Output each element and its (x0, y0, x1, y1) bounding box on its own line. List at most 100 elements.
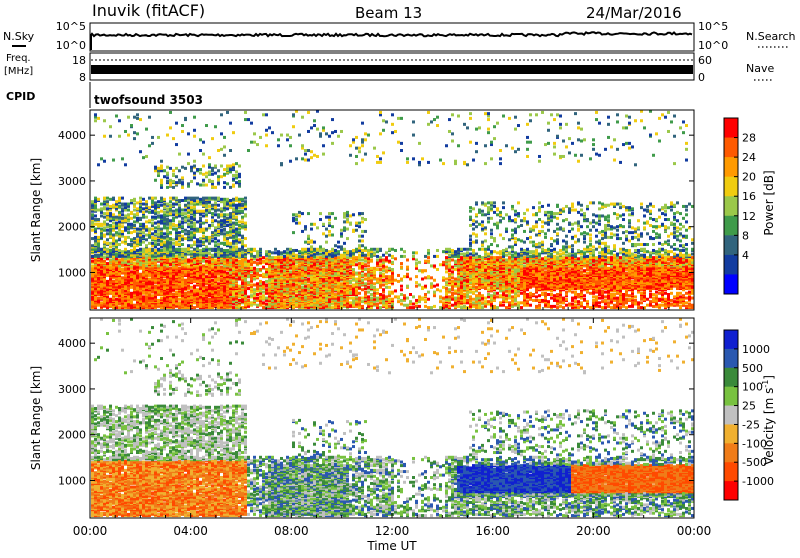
power-cell (211, 204, 214, 207)
power-cell (235, 197, 238, 200)
power-cell (352, 268, 355, 271)
power-cell (106, 223, 109, 226)
power-cell (97, 198, 100, 201)
power-cell (214, 241, 217, 244)
power-cell (289, 160, 292, 163)
power-cell (187, 214, 190, 217)
power-cell (364, 282, 367, 285)
power-cell (259, 248, 262, 251)
power-cell (94, 236, 97, 239)
power-cell (361, 159, 364, 162)
freq-band (91, 65, 693, 74)
power-cell (187, 244, 190, 247)
power-cell (349, 222, 352, 225)
power-cell (259, 295, 262, 298)
power-cell (232, 235, 235, 238)
power-cell (169, 204, 172, 207)
power-cell (169, 179, 172, 182)
power-cell (193, 172, 196, 175)
power-cell (100, 228, 103, 231)
power-cell (136, 238, 139, 241)
power-cell (250, 294, 253, 297)
power-cell (133, 262, 136, 265)
power-cell (211, 248, 214, 251)
power-cell (196, 210, 199, 213)
power-cell (265, 113, 268, 116)
power-cell (358, 150, 361, 153)
power-cell (97, 236, 100, 239)
power-cell (331, 248, 334, 251)
power-cell (184, 248, 187, 251)
power-cell (202, 141, 205, 144)
power-cell (223, 198, 226, 201)
power-cell (196, 197, 199, 200)
power-cell (328, 212, 331, 215)
power-cell (202, 184, 205, 187)
power-cell (172, 228, 175, 231)
power-cell (175, 122, 178, 125)
power-cell (175, 241, 178, 244)
power-cell (211, 254, 214, 257)
power-cell (145, 238, 148, 241)
date-title: 24/Mar/2016 (586, 4, 682, 22)
power-cell (205, 124, 208, 127)
power-cell (340, 130, 343, 133)
power-cell (304, 149, 307, 152)
power-cell (133, 245, 136, 248)
power-cell (202, 264, 205, 267)
power-cell (187, 182, 190, 185)
power-cell (262, 260, 265, 263)
power-cell (298, 214, 301, 217)
power-cell (223, 228, 226, 231)
power-cell (346, 211, 349, 214)
power-cell (112, 213, 115, 216)
power-cell (364, 263, 367, 266)
power-cell (121, 276, 124, 279)
power-cell (238, 231, 241, 234)
power-cell (127, 134, 130, 137)
power-cell (262, 281, 265, 284)
power-cell (238, 238, 241, 241)
power-cell (349, 144, 352, 147)
power-cell (355, 263, 358, 266)
power-cell (313, 124, 316, 127)
power-cell (340, 282, 343, 285)
power-cell (190, 216, 193, 219)
power-cell (259, 274, 262, 277)
power-cell (151, 210, 154, 213)
power-cell (121, 197, 124, 200)
power-cell (154, 226, 157, 229)
power-cell (352, 249, 355, 252)
power-cell (181, 217, 184, 220)
power-cell (178, 199, 181, 202)
power-cell (244, 249, 247, 252)
power-cell (307, 130, 310, 133)
power-cell (238, 210, 241, 213)
power-cell (361, 235, 364, 238)
power-cell (190, 286, 193, 289)
power-cell (148, 144, 151, 147)
power-cell (211, 180, 214, 183)
power-cell (247, 287, 250, 290)
power-cell (364, 132, 367, 135)
power-cell (160, 210, 163, 213)
power-cell (181, 220, 184, 223)
power-cell (181, 166, 184, 169)
power-cell (331, 131, 334, 134)
power-cell (214, 201, 217, 204)
power-cell (304, 159, 307, 162)
power-cell (136, 207, 139, 210)
power-cell (91, 244, 94, 247)
nsky-label: N.Sky (3, 30, 35, 43)
power-cell (181, 248, 184, 251)
power-cell (184, 279, 187, 282)
nave-tick-low: 0 (698, 71, 705, 84)
power-cell (286, 138, 289, 141)
power-cell (310, 126, 313, 129)
power-cell (112, 197, 115, 200)
power-cell (301, 144, 304, 147)
power-cell (256, 293, 259, 296)
power-cell (208, 224, 211, 227)
power-cell (193, 164, 196, 167)
